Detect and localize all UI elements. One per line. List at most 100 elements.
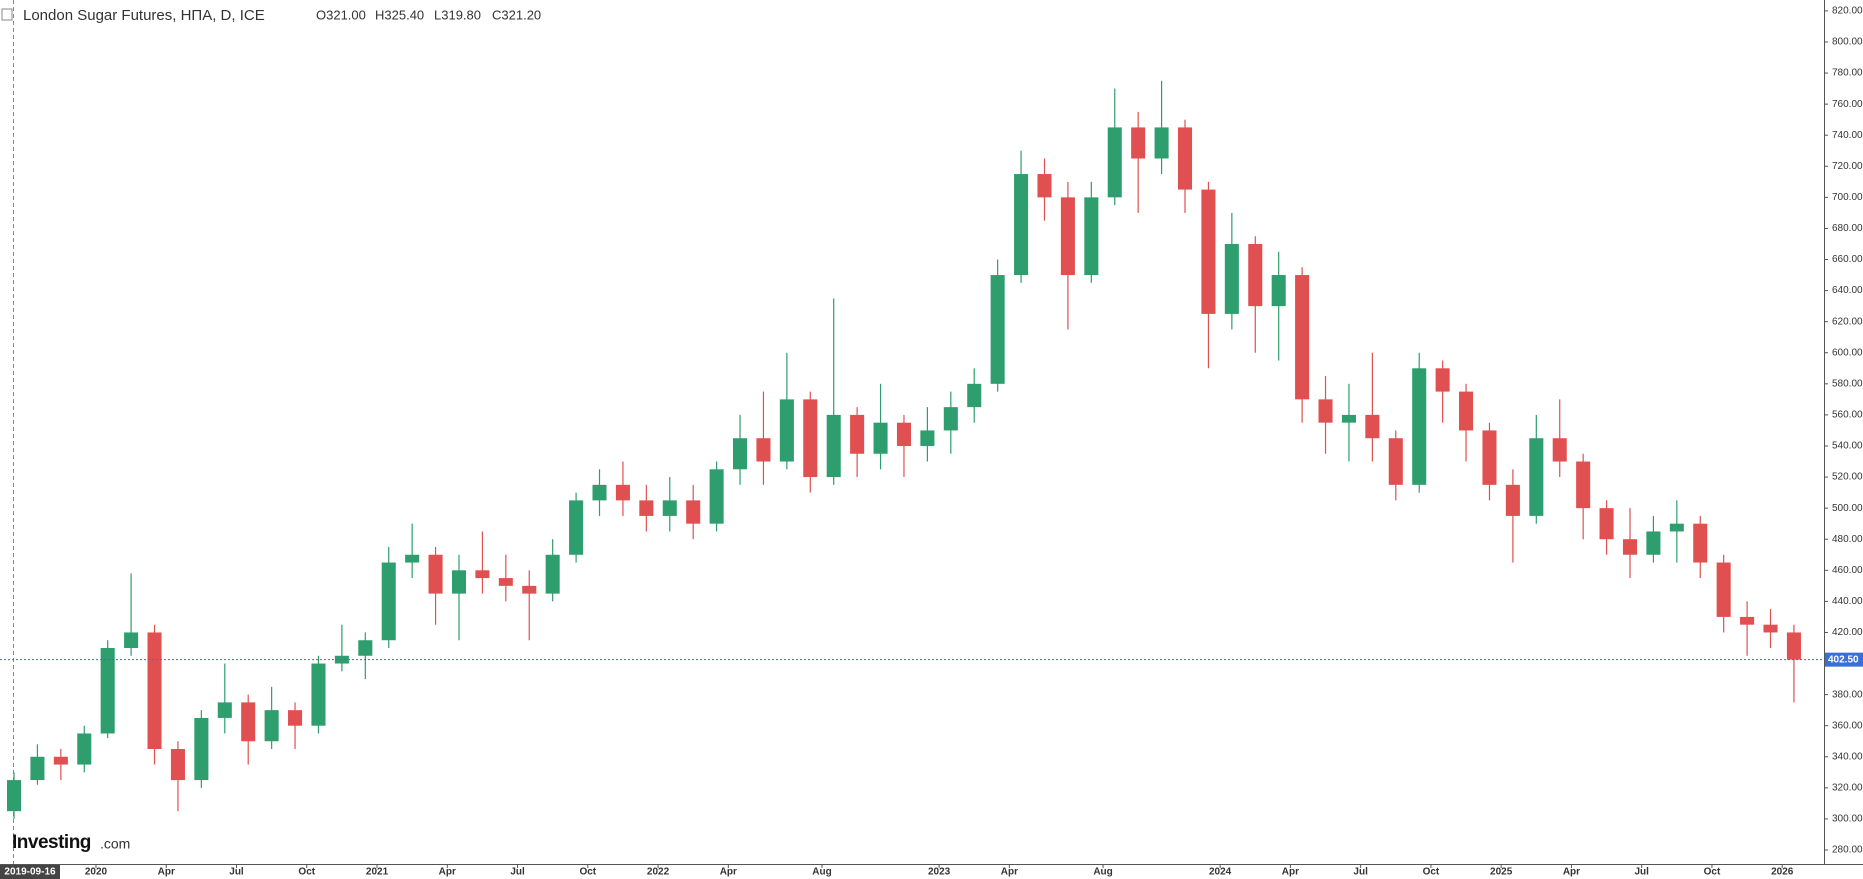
y-tick-label: 420.00 (1832, 627, 1863, 638)
candle-body (1505, 484, 1520, 516)
candle-body (733, 438, 748, 470)
y-tick-label: 440.00 (1832, 596, 1863, 607)
candle-body (53, 756, 68, 765)
candle-body (170, 749, 185, 781)
x-tick-label: 2024 (1209, 867, 1232, 878)
candle-body (264, 710, 279, 742)
x-tick-label: Aug (1093, 867, 1112, 878)
y-tick-label: 800.00 (1832, 37, 1863, 48)
y-tick-label: 820.00 (1832, 6, 1863, 17)
candle-body (451, 570, 467, 594)
y-tick-label: 340.00 (1832, 751, 1863, 762)
candle-body (1060, 197, 1075, 276)
candle-body (1552, 438, 1567, 462)
x-tick-label: Aug (812, 867, 831, 878)
y-tick-label: 320.00 (1832, 782, 1863, 793)
x-tick-label: 2021 (366, 867, 389, 878)
candle-body (1177, 127, 1193, 190)
candle-body (217, 702, 232, 718)
candle-body (1459, 391, 1474, 431)
x-tick-label: Apr (1282, 867, 1299, 878)
candle-body (1154, 127, 1169, 159)
x-tick-label: 2020 (85, 867, 108, 878)
x-tick-label: 2023 (928, 867, 951, 878)
candle-body (1341, 414, 1356, 423)
candle-body (569, 500, 584, 555)
candle-body (615, 484, 630, 501)
y-tick-label: 520.00 (1832, 472, 1863, 483)
candle-body (381, 562, 396, 641)
watermark-brand: Investing (12, 832, 91, 853)
candle-body (288, 710, 303, 726)
y-tick-label: 360.00 (1832, 720, 1863, 731)
y-tick-label: 460.00 (1832, 565, 1863, 576)
candle-body (1763, 624, 1778, 633)
candle-body (756, 438, 771, 462)
x-tick-label: Oct (298, 867, 315, 878)
watermark-suffix: .com (100, 836, 130, 852)
last-price-box (1825, 652, 1863, 667)
candle-body (1248, 243, 1263, 307)
candle-body (896, 422, 911, 446)
ohlc-open: O321.00 (316, 7, 366, 22)
y-tick-label: 700.00 (1832, 192, 1863, 203)
x-tick-label: Jul (1634, 867, 1649, 878)
y-tick-label: 740.00 (1832, 130, 1863, 141)
y-tick-label: 720.00 (1832, 161, 1863, 172)
x-tick-label: Apr (158, 867, 175, 878)
x-tick-label: Apr (439, 867, 456, 878)
candle-body (475, 570, 490, 579)
x-tick-label: 2022 (647, 867, 670, 878)
candle-body (545, 554, 560, 594)
candle-body (662, 500, 677, 516)
candle-body (311, 663, 326, 726)
candle-body (147, 632, 162, 750)
candle-body (428, 554, 443, 594)
y-tick-label: 760.00 (1832, 99, 1863, 110)
y-tick-label: 660.00 (1832, 254, 1863, 265)
y-tick-label: 580.00 (1832, 378, 1863, 389)
x-tick-label: 2025 (1490, 867, 1513, 878)
x-tick-label: Oct (579, 867, 596, 878)
candle-body (990, 275, 1005, 384)
candle-body (241, 702, 256, 742)
x-tick-label: Jul (510, 867, 525, 878)
candle-body (1365, 414, 1380, 439)
candle-body (1201, 189, 1216, 314)
candle-body (1435, 368, 1450, 392)
candle-body (1669, 523, 1684, 532)
menu-icon[interactable] (1, 8, 13, 21)
candle-body (1037, 174, 1052, 198)
candle-body (1107, 127, 1122, 198)
candle-body (873, 422, 888, 454)
candle-body (30, 756, 45, 781)
x-tick-label: Oct (1704, 867, 1721, 878)
y-tick-label: 560.00 (1832, 410, 1863, 421)
candle-body (1295, 275, 1310, 400)
candle-body (826, 414, 841, 478)
x-tick-label: Apr (1001, 867, 1018, 878)
y-tick-label: 480.00 (1832, 534, 1863, 545)
candle-body (124, 632, 139, 648)
candle-body (1576, 461, 1591, 509)
crosshair-date-box (0, 865, 60, 879)
candle-body (1271, 275, 1286, 307)
candle-body (1529, 438, 1544, 516)
candle-body (943, 407, 958, 431)
y-tick-label: 300.00 (1832, 814, 1863, 825)
candle-body (1412, 368, 1427, 485)
y-tick-label: 640.00 (1832, 285, 1863, 296)
y-tick-label: 780.00 (1832, 68, 1863, 79)
candle-body (77, 733, 92, 765)
candle-body (1482, 430, 1497, 485)
candle-body (1740, 616, 1755, 625)
x-tick-label: Apr (720, 867, 737, 878)
candle-body (522, 585, 537, 594)
ohlc-low: L319.80 (434, 7, 481, 22)
x-tick-label: Oct (1423, 867, 1440, 878)
candle-body (1716, 562, 1731, 617)
candle-body (1646, 531, 1661, 555)
candle-body (6, 780, 22, 812)
candle-body (498, 578, 513, 586)
